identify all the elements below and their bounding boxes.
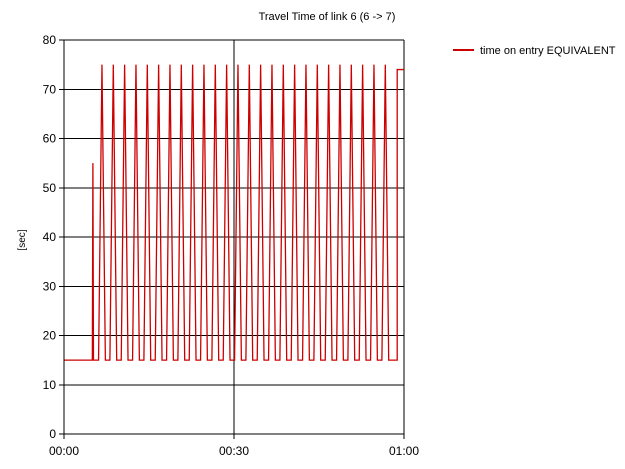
chart-title: Travel Time of link 6 (6 -> 7) (259, 11, 396, 23)
y-tick-label: 70 (43, 82, 57, 96)
series-line (64, 64, 404, 361)
legend-entry-label: time on entry EQUIVALENT (480, 45, 616, 57)
x-tick-label: 00:00 (49, 444, 79, 458)
y-tick-label: 80 (43, 33, 57, 47)
x-tick-label: 00:30 (219, 444, 249, 458)
x-tick-labels: 00:00 00:30 01:00 (49, 444, 419, 458)
plot-area (64, 64, 404, 361)
y-tick-label: 0 (49, 427, 56, 441)
y-tick-label: 40 (43, 230, 57, 244)
y-tick-label: 50 (43, 181, 57, 195)
y-tick-labels: 0 10 20 30 40 50 60 70 80 (43, 33, 57, 441)
legend: time on entry EQUIVALENT (453, 45, 616, 57)
y-axis-label: [sec] (17, 229, 28, 250)
grid-lines (64, 39, 405, 434)
y-tick-label: 60 (43, 132, 57, 146)
y-tick-label: 30 (43, 279, 57, 293)
axes (59, 39, 405, 439)
y-tick-label: 10 (43, 378, 57, 392)
x-tick-label: 01:00 (389, 444, 419, 458)
y-tick-label: 20 (43, 329, 57, 343)
